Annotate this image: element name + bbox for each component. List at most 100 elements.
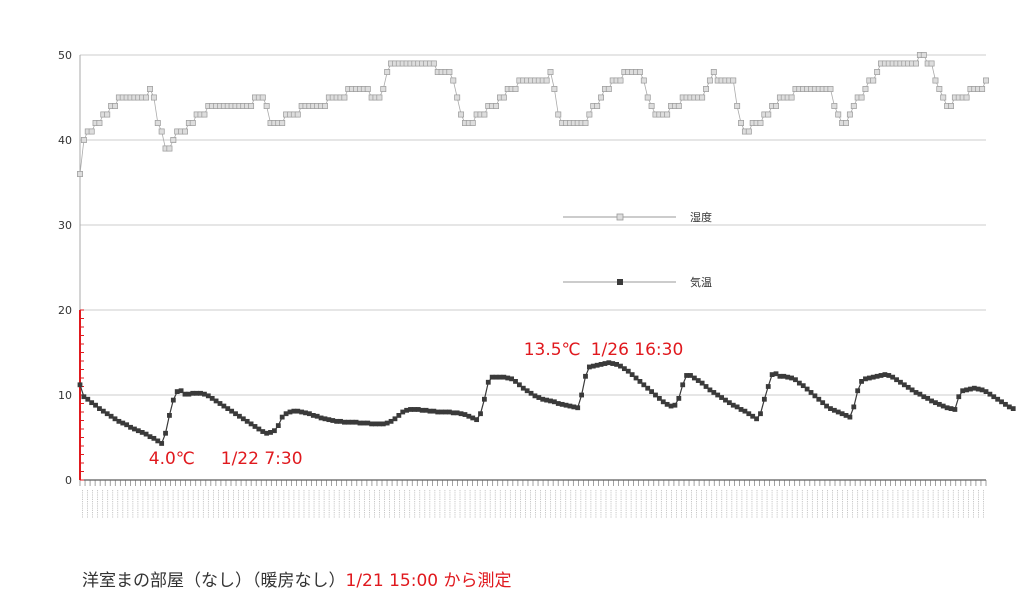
data-point-temperature <box>820 400 826 406</box>
data-point-temperature <box>944 405 950 411</box>
annotation-label: 13.5℃ <box>524 340 581 360</box>
caption-highlight: 1/21 15:00 から測定 <box>345 571 512 591</box>
data-point-temperature <box>338 418 343 424</box>
data-point-humidity <box>710 69 717 75</box>
data-point-temperature <box>237 413 242 419</box>
data-point-temperature <box>999 399 1004 405</box>
data-point-humidity <box>594 103 601 109</box>
data-point-temperature <box>551 399 557 405</box>
data-point-humidity <box>757 120 764 126</box>
data-point-temperature <box>205 393 211 399</box>
data-point-temperature <box>291 408 297 414</box>
data-point-temperature <box>758 411 763 417</box>
data-point-temperature <box>532 393 538 399</box>
data-point-temperature <box>579 392 585 398</box>
data-point-humidity <box>920 52 927 58</box>
data-point-temperature <box>715 392 721 398</box>
data-point-temperature <box>229 408 235 414</box>
data-point-temperature <box>299 409 305 415</box>
data-point-temperature <box>882 372 888 377</box>
data-point-temperature <box>493 374 499 380</box>
data-point-temperature <box>353 419 359 425</box>
data-point-temperature <box>610 361 616 366</box>
data-point-temperature <box>925 396 931 401</box>
legend-marker-temperature <box>617 279 623 285</box>
data-point-temperature <box>796 380 802 386</box>
data-point-temperature <box>100 408 106 414</box>
data-point-temperature <box>260 429 266 434</box>
data-point-temperature <box>392 416 398 422</box>
data-point-temperature <box>563 402 569 408</box>
data-point-humidity <box>154 120 161 126</box>
data-point-humidity <box>862 86 869 92</box>
data-point-temperature <box>948 406 954 411</box>
data-point-temperature <box>380 421 386 427</box>
data-point-temperature <box>886 373 892 378</box>
data-point-temperature <box>870 374 876 380</box>
data-point-temperature <box>863 376 868 382</box>
data-point-temperature <box>983 389 989 394</box>
data-point-temperature <box>629 372 635 377</box>
data-point-temperature <box>1010 406 1016 411</box>
annotations: 4.0℃ 1/22 7:30 13.5℃ 1/26 16:30 <box>149 340 684 469</box>
data-point-humidity <box>104 111 111 118</box>
data-point-humidity <box>979 86 986 92</box>
caption: 洋室まの部屋（なし）（暖房なし）1/21 15:00 から測定 <box>82 566 511 591</box>
data-point-temperature <box>287 409 293 415</box>
data-point-humidity <box>831 103 838 109</box>
data-point-humidity <box>765 111 772 118</box>
data-point-temperature <box>174 389 180 394</box>
data-point-humidity <box>551 86 558 92</box>
data-point-temperature <box>283 411 289 417</box>
data-point-temperature <box>719 395 724 400</box>
data-point-temperature <box>349 419 355 425</box>
data-point-temperature <box>664 401 670 407</box>
data-point-temperature <box>307 411 312 417</box>
data-point-temperature <box>528 390 534 396</box>
data-point-temperature <box>369 421 375 427</box>
data-point-temperature <box>384 420 390 426</box>
data-point-temperature <box>975 386 981 392</box>
data-point-temperature <box>151 435 157 441</box>
data-point-humidity <box>936 86 943 92</box>
data-point-temperature <box>112 416 118 422</box>
data-point-temperature <box>124 422 130 428</box>
data-point-humidity <box>500 94 507 101</box>
data-point-temperature <box>660 399 666 405</box>
data-point-temperature <box>412 407 417 412</box>
data-point-temperature <box>450 410 456 416</box>
data-point-temperature <box>555 401 561 406</box>
data-point-temperature <box>905 384 911 390</box>
data-point-temperature <box>874 373 880 379</box>
data-point-temperature <box>155 438 161 444</box>
data-point-temperature <box>268 430 273 435</box>
data-point-temperature <box>800 383 806 389</box>
data-point-temperature <box>458 411 464 417</box>
data-point-temperature <box>314 413 320 419</box>
data-point-temperature <box>968 386 973 392</box>
annotation-label: 1/22 7:30 <box>221 449 303 469</box>
data-point-temperature <box>198 390 203 396</box>
data-point-temperature <box>256 426 262 432</box>
y-tick-label: 50 <box>58 49 72 62</box>
data-point-temperature <box>971 385 977 391</box>
data-point-temperature <box>1003 401 1008 407</box>
data-point-temperature <box>839 411 845 417</box>
data-point-temperature <box>544 397 550 403</box>
data-point-temperature <box>520 385 526 391</box>
data-point-temperature <box>423 407 429 413</box>
data-point-temperature <box>964 387 969 393</box>
data-point-temperature <box>691 375 697 381</box>
annotation-label: 4.0℃ <box>149 449 195 469</box>
data-point-temperature <box>571 404 577 410</box>
data-point-humidity <box>96 120 103 126</box>
data-point-temperature <box>345 419 351 425</box>
data-point-humidity <box>112 103 118 109</box>
data-point-temperature <box>979 387 985 393</box>
data-point-temperature <box>668 403 674 409</box>
data-point-temperature <box>462 412 468 417</box>
data-point-temperature <box>272 428 277 434</box>
data-point-temperature <box>513 379 518 384</box>
data-point-temperature <box>828 406 833 411</box>
data-point-temperature <box>878 373 884 378</box>
